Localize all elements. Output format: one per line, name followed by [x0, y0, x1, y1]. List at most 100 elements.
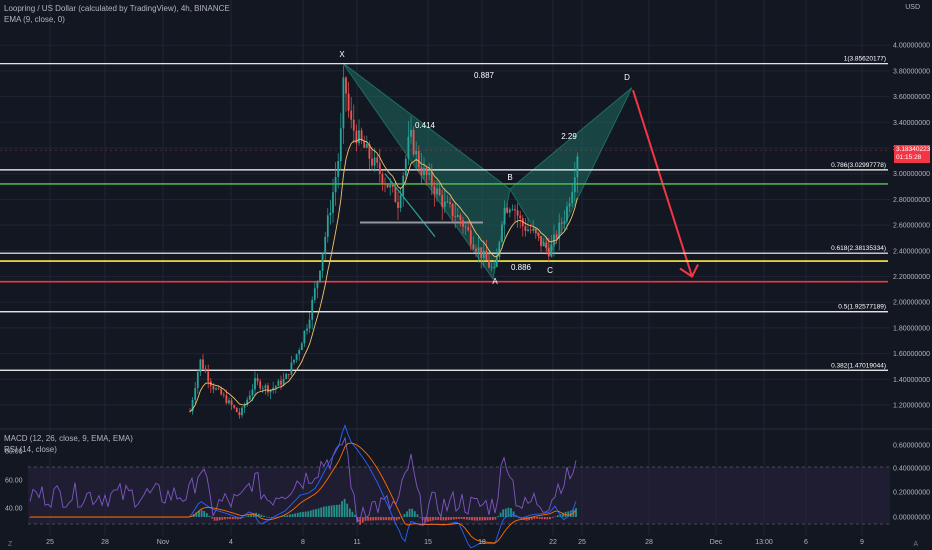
x-tick-label: 6 [804, 539, 808, 546]
candle-body [391, 184, 394, 187]
y-tick-label: 1.20000000 [893, 403, 930, 410]
candle-body [495, 257, 498, 267]
fib-level-label: 0.618(2.38135334) [831, 245, 886, 252]
macd-bar [320, 507, 323, 517]
candle-body [542, 242, 545, 247]
macd-bar [307, 511, 310, 517]
macd-bar [341, 501, 343, 517]
candle-body [441, 194, 444, 207]
candle-body [251, 389, 254, 396]
macd-bar [380, 517, 382, 521]
candle-body [386, 184, 389, 188]
macd-bar [283, 515, 286, 517]
macd-bar [452, 517, 455, 520]
candle-body [287, 373, 290, 375]
macd-bar [221, 517, 224, 520]
macd-bar [309, 510, 312, 517]
macd-bar [408, 508, 411, 517]
macd-bar [556, 515, 559, 517]
macd-tick-label: 0.20000000 [893, 490, 930, 497]
candle-body [417, 150, 420, 168]
candle-body [438, 188, 441, 195]
macd-bar [211, 517, 213, 519]
candle-body [267, 385, 269, 393]
candle-body [313, 288, 316, 300]
auto-scale-button[interactable]: A [913, 541, 918, 548]
candle-body [282, 378, 285, 385]
candle-body [410, 129, 412, 137]
macd-bar [200, 510, 203, 517]
candle-body [365, 144, 368, 148]
macd-bar [429, 517, 432, 522]
macd-bar [473, 517, 476, 521]
macd-bar [458, 517, 460, 519]
macd-bar [338, 504, 341, 517]
macd-bar [528, 517, 531, 521]
candle-body [547, 247, 550, 257]
candle-body [308, 319, 311, 329]
candle-body [493, 266, 496, 268]
macd-legend: MACD (12, 26, close, 9, EMA, EMA) [4, 434, 133, 443]
last-price-value: 3.18340223 [896, 146, 931, 153]
fib-level-label: 0.382(1.47019044) [831, 362, 886, 369]
candle-body [527, 229, 529, 231]
candle-body [571, 192, 574, 204]
candle-body [534, 228, 537, 234]
rsi-band [28, 467, 890, 524]
candle-body [272, 387, 275, 390]
macd-bar [562, 512, 564, 517]
candle-body [264, 385, 267, 389]
x-tick-label: Dec [710, 539, 723, 546]
candle-body [316, 280, 319, 289]
candle-body [540, 236, 542, 247]
candle-body [519, 215, 522, 219]
macd-bar [354, 514, 356, 517]
candle-body [233, 405, 236, 408]
candle-body [269, 389, 272, 393]
macd-bar [567, 511, 570, 517]
candle-body [347, 93, 350, 111]
y-tick-label: 4.00000000 [893, 43, 930, 50]
zoom-icon[interactable]: Z [8, 541, 13, 548]
candle-body [563, 221, 566, 224]
ratio-label: 0.887 [474, 71, 495, 80]
candle-body [462, 219, 464, 227]
macd-bar [486, 517, 489, 521]
macd-bar [265, 516, 268, 518]
macd-bar [484, 517, 486, 521]
macd-bar [273, 517, 276, 518]
x-tick-label: 4 [229, 539, 233, 546]
candle-body [298, 350, 301, 355]
macd-bar [367, 517, 369, 521]
candle-body [482, 250, 485, 259]
harmonic-pattern [342, 62, 699, 281]
candle-body [355, 130, 358, 144]
macd-bar [356, 517, 359, 522]
candle-body [196, 372, 199, 389]
y-tick-label: 1.40000000 [893, 377, 930, 384]
candle-body [560, 222, 563, 224]
macd-bar [268, 517, 271, 518]
macd-bar [536, 517, 538, 519]
candle-body [321, 253, 324, 271]
candle-body [514, 209, 516, 211]
y-tick-label: 2.00000000 [893, 300, 930, 307]
candle-body [381, 173, 384, 184]
rsi-line [29, 436, 577, 527]
candle-body [553, 234, 555, 245]
grid [0, 0, 932, 535]
candle-body [501, 224, 503, 243]
macd-bar [226, 517, 229, 520]
macd-bar [359, 517, 362, 525]
candle-body [373, 157, 376, 166]
candle-body [420, 167, 423, 176]
macd-bar [445, 517, 447, 521]
candle-body [568, 203, 571, 207]
macd-bar [364, 517, 367, 521]
bar-countdown: 01:15:28 [896, 154, 922, 161]
candle-body [555, 234, 558, 239]
macd-bar [260, 514, 263, 517]
x-axis: 25 28 Nov 4 8 11 15 18 22 25 28 Dec 13:00 6 9 [46, 539, 864, 546]
x-tick-label: 28 [645, 539, 653, 546]
